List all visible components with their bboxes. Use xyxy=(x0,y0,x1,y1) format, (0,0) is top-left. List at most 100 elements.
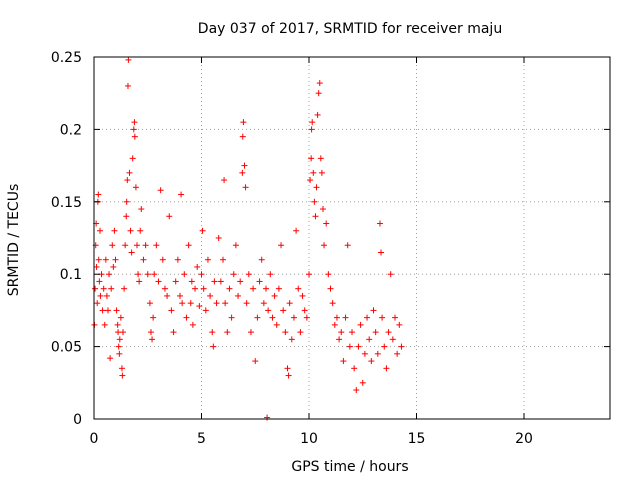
data-point xyxy=(355,343,362,350)
data-point xyxy=(224,329,231,336)
data-point xyxy=(275,285,282,292)
data-point xyxy=(138,206,145,213)
data-point xyxy=(271,292,278,299)
data-point xyxy=(125,56,132,63)
y-tick-label: 0.2 xyxy=(60,122,82,138)
data-point xyxy=(166,213,173,220)
data-point xyxy=(101,321,108,328)
data-point xyxy=(235,292,242,299)
data-point xyxy=(264,414,271,421)
data-point xyxy=(124,82,131,89)
data-point xyxy=(301,307,308,314)
data-point xyxy=(280,307,287,314)
data-point xyxy=(120,329,127,336)
data-point xyxy=(217,278,224,285)
data-point xyxy=(239,133,246,140)
data-point xyxy=(150,314,157,321)
data-point xyxy=(357,321,364,328)
data-point xyxy=(140,256,147,263)
data-point xyxy=(189,321,196,328)
data-point xyxy=(351,365,358,372)
data-point xyxy=(387,271,394,278)
data-point xyxy=(321,242,328,249)
data-point xyxy=(99,307,106,314)
data-point xyxy=(168,307,175,314)
y-tick-label: 0.15 xyxy=(51,195,82,211)
data-point xyxy=(192,285,199,292)
data-point xyxy=(293,227,300,234)
data-point xyxy=(111,227,118,234)
data-point xyxy=(149,336,156,343)
data-point xyxy=(340,358,347,365)
data-point xyxy=(314,111,321,118)
y-axis-ticks xyxy=(94,56,610,420)
data-point xyxy=(151,271,158,278)
data-point xyxy=(327,285,334,292)
data-point xyxy=(207,292,214,299)
data-point xyxy=(97,292,104,299)
data-point xyxy=(308,126,315,133)
data-point xyxy=(114,321,121,328)
data-point xyxy=(174,256,181,263)
data-point xyxy=(260,300,267,307)
data-point xyxy=(178,191,185,198)
data-point xyxy=(303,314,310,321)
data-point xyxy=(295,285,302,292)
data-point xyxy=(318,169,325,176)
data-point xyxy=(108,285,115,292)
data-point xyxy=(342,314,349,321)
data-point xyxy=(115,343,122,350)
data-point xyxy=(310,169,317,176)
data-point xyxy=(299,292,306,299)
data-point xyxy=(209,329,216,336)
data-point xyxy=(132,184,139,191)
data-point xyxy=(278,242,285,249)
data-point xyxy=(374,350,381,357)
data-point xyxy=(333,314,340,321)
data-point xyxy=(325,271,332,278)
data-point xyxy=(181,271,188,278)
y-axis-label: SRMTID / TECUs xyxy=(6,184,22,297)
data-point xyxy=(311,198,318,205)
data-point xyxy=(194,263,201,270)
data-point xyxy=(155,278,162,285)
data-point xyxy=(157,187,164,194)
x-tick-label: 5 xyxy=(197,431,206,447)
data-point xyxy=(346,343,353,350)
data-point xyxy=(170,329,177,336)
data-point xyxy=(119,372,126,379)
data-point xyxy=(313,184,320,191)
data-point xyxy=(116,350,123,357)
chart-title: Day 037 of 2017, SRMTID for receiver maj… xyxy=(198,21,502,37)
data-point xyxy=(398,343,405,350)
data-point xyxy=(381,343,388,350)
data-point xyxy=(135,271,142,278)
data-point xyxy=(308,155,315,162)
data-point xyxy=(353,387,360,394)
data-point xyxy=(349,329,355,336)
data-point xyxy=(378,249,385,256)
data-point xyxy=(323,220,330,227)
data-point xyxy=(220,256,226,263)
data-point xyxy=(372,329,379,336)
data-point xyxy=(117,314,124,321)
data-point xyxy=(285,372,292,379)
data-point xyxy=(256,278,263,285)
data-point xyxy=(118,365,125,372)
data-point xyxy=(213,300,220,307)
data-point xyxy=(243,300,250,307)
data-point xyxy=(94,300,101,307)
data-point xyxy=(127,227,134,234)
data-point xyxy=(376,220,383,227)
data-point xyxy=(241,162,248,169)
data-point xyxy=(134,242,140,249)
data-point xyxy=(232,242,239,249)
data-point xyxy=(230,271,237,278)
data-point xyxy=(130,126,137,133)
x-tick-label: 0 xyxy=(90,431,99,447)
data-point xyxy=(142,242,149,249)
data-point xyxy=(338,329,345,336)
data-point xyxy=(159,256,166,263)
data-point xyxy=(240,119,247,126)
data-point xyxy=(196,303,203,310)
